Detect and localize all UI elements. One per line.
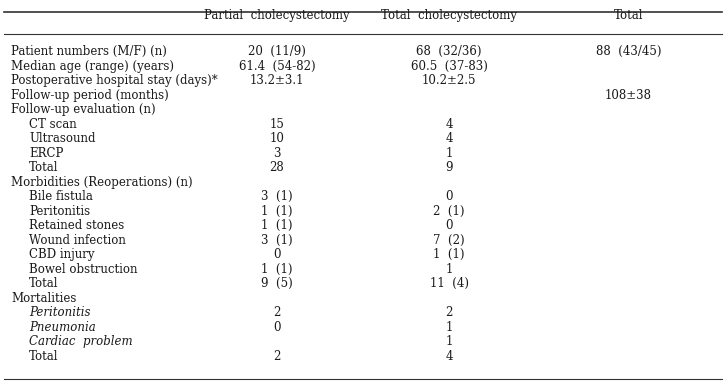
Text: 1  (1): 1 (1) (261, 220, 293, 232)
Text: Total: Total (29, 161, 59, 174)
Text: 60.5  (37-83): 60.5 (37-83) (411, 60, 488, 73)
Text: Patient numbers (M/F) (n): Patient numbers (M/F) (n) (12, 45, 167, 58)
Text: Bowel obstruction: Bowel obstruction (29, 263, 138, 276)
Text: 4: 4 (445, 118, 453, 131)
Text: Peritonitis: Peritonitis (29, 307, 91, 319)
Text: 61.4  (54-82): 61.4 (54-82) (239, 60, 315, 73)
Text: Morbidities (Reoperations) (n): Morbidities (Reoperations) (n) (12, 176, 193, 189)
Text: 13.2±3.1: 13.2±3.1 (250, 74, 304, 87)
Text: 2: 2 (273, 307, 280, 319)
Text: 1  (1): 1 (1) (261, 205, 293, 218)
Text: 1  (1): 1 (1) (261, 263, 293, 276)
Text: Total  cholecystectomy: Total cholecystectomy (381, 9, 517, 22)
Text: 108±38: 108±38 (605, 89, 652, 102)
Text: 2  (1): 2 (1) (433, 205, 465, 218)
Text: 7  (2): 7 (2) (433, 234, 465, 247)
Text: 2: 2 (273, 350, 280, 363)
Text: 9: 9 (445, 161, 453, 174)
Text: Postoperative hospital stay (days)*: Postoperative hospital stay (days)* (12, 74, 218, 87)
Text: 3  (1): 3 (1) (261, 234, 293, 247)
Text: 15: 15 (269, 118, 285, 131)
Text: 28: 28 (269, 161, 285, 174)
Text: 68  (32/36): 68 (32/36) (417, 45, 482, 58)
Text: 4: 4 (445, 132, 453, 145)
Text: 2: 2 (446, 307, 453, 319)
Text: 1: 1 (446, 335, 453, 348)
Text: Wound infection: Wound infection (29, 234, 126, 247)
Text: 0: 0 (273, 321, 281, 334)
Text: CT scan: CT scan (29, 118, 77, 131)
Text: Cardiac  problem: Cardiac problem (29, 335, 133, 348)
Text: 4: 4 (445, 350, 453, 363)
Text: 1: 1 (446, 321, 453, 334)
Text: 1: 1 (446, 147, 453, 160)
Text: Follow-up period (months): Follow-up period (months) (12, 89, 169, 102)
Text: 11  (4): 11 (4) (430, 277, 468, 291)
Text: Mortalities: Mortalities (12, 292, 77, 305)
Text: 88  (43/45): 88 (43/45) (596, 45, 661, 58)
Text: 1: 1 (446, 263, 453, 276)
Text: Peritonitis: Peritonitis (29, 205, 91, 218)
Text: Total: Total (29, 277, 59, 291)
Text: CBD injury: CBD injury (29, 248, 95, 261)
Text: 3: 3 (273, 147, 281, 160)
Text: Bile fistula: Bile fistula (29, 190, 93, 204)
Text: 3  (1): 3 (1) (261, 190, 293, 204)
Text: 1  (1): 1 (1) (433, 248, 465, 261)
Text: 0: 0 (273, 248, 281, 261)
Text: Total: Total (29, 350, 59, 363)
Text: Partial  cholecystectomy: Partial cholecystectomy (204, 9, 350, 22)
Text: 9  (5): 9 (5) (261, 277, 293, 291)
Text: Pneumonia: Pneumonia (29, 321, 96, 334)
Text: Median age (range) (years): Median age (range) (years) (12, 60, 174, 73)
Text: Retained stones: Retained stones (29, 220, 125, 232)
Text: 20  (11/9): 20 (11/9) (248, 45, 306, 58)
Text: Total: Total (613, 9, 643, 22)
Text: 10.2±2.5: 10.2±2.5 (422, 74, 476, 87)
Text: ERCP: ERCP (29, 147, 64, 160)
Text: 0: 0 (445, 190, 453, 204)
Text: 0: 0 (445, 220, 453, 232)
Text: Follow-up evaluation (n): Follow-up evaluation (n) (12, 103, 156, 116)
Text: Ultrasound: Ultrasound (29, 132, 96, 145)
Text: 10: 10 (269, 132, 285, 145)
